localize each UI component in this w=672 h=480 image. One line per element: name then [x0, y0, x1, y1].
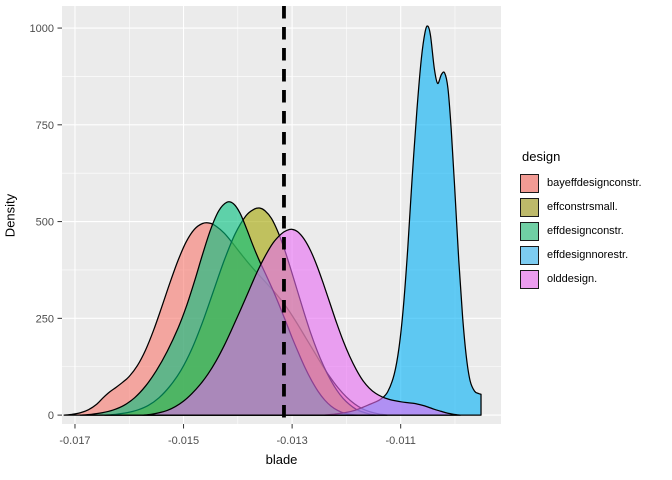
legend-swatch-bayeffdesignconstr: [520, 173, 539, 193]
legend-label: olddesign.: [547, 273, 598, 285]
legend-item-effdesignnorestr: effdesignnorestr.: [520, 243, 642, 267]
legend-item-effdesignconstr: effdesignconstr.: [520, 219, 642, 243]
legend-label: bayeffdesignconstr.: [547, 177, 642, 189]
y-tick-label: 1000: [30, 23, 54, 35]
legend-swatch-effconstrsmall: [520, 197, 539, 217]
legend-swatch-olddesign: [520, 269, 539, 289]
legend-item-olddesign: olddesign.: [520, 267, 642, 291]
legend-swatch-effdesignnorestr: [520, 245, 539, 265]
x-tick-label: -0.015: [168, 435, 199, 447]
legend-label: effdesignnorestr.: [547, 249, 629, 261]
x-axis-title: blade: [265, 452, 298, 467]
x-tick-label: -0.013: [277, 435, 308, 447]
y-tick-label: 500: [36, 217, 54, 229]
x-tick-label: -0.017: [59, 435, 90, 447]
legend: design bayeffdesignconstr. effconstrsmall…: [520, 149, 642, 291]
y-tick-label: 750: [36, 120, 54, 132]
y-axis-title: Density: [2, 193, 18, 238]
legend-label: effdesignconstr.: [547, 225, 624, 237]
y-tick-label: 250: [36, 313, 54, 325]
legend-label: effconstrsmall.: [547, 201, 618, 213]
legend-swatch-effdesignconstr: [520, 221, 539, 241]
legend-items: bayeffdesignconstr. effconstrsmall. effdes…: [520, 171, 642, 291]
legend-item-effconstrsmall: effconstrsmall.: [520, 195, 642, 219]
y-tick-label: 0: [48, 410, 54, 422]
density-area-olddesign: [142, 228, 462, 416]
legend-item-bayeffdesignconstr: bayeffdesignconstr.: [520, 171, 642, 195]
legend-title: design: [522, 149, 561, 164]
x-tick-label: -0.011: [385, 435, 415, 447]
